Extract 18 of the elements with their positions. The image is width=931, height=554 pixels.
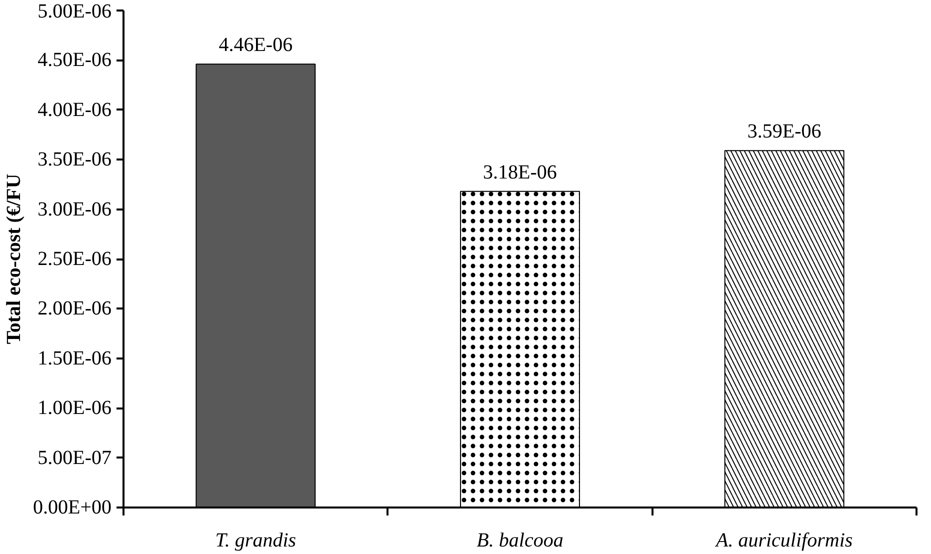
y-tick-label: 2.00E-06 — [38, 298, 112, 320]
y-tick-label: 2.50E-06 — [38, 248, 112, 270]
x-tick-label: T. grandis — [215, 530, 296, 552]
y-tick-label: 5.00E-06 — [38, 0, 112, 22]
y-tick-label: 3.50E-06 — [38, 148, 112, 171]
data-label: 3.59E-06 — [747, 120, 822, 143]
x-tick-label: B. balcooa — [476, 530, 564, 552]
y-tick-label: 3.00E-06 — [38, 198, 112, 220]
data-label: 3.18E-06 — [483, 161, 557, 184]
data-label: 4.46E-06 — [218, 34, 293, 56]
y-tick-label: 1.00E-06 — [38, 397, 112, 420]
y-tick-label: 0.00E+00 — [33, 496, 112, 518]
y-tick-label: 4.50E-06 — [38, 49, 112, 72]
x-tick-label: A. auriculiformis — [714, 530, 853, 552]
y-tick-label: 4.00E-06 — [38, 98, 112, 121]
y-tick-label: 5.00E-07 — [38, 446, 112, 469]
y-tick-label: 1.50E-06 — [38, 347, 112, 370]
y-axis-title: Total eco-cost (€/FU — [3, 174, 26, 344]
